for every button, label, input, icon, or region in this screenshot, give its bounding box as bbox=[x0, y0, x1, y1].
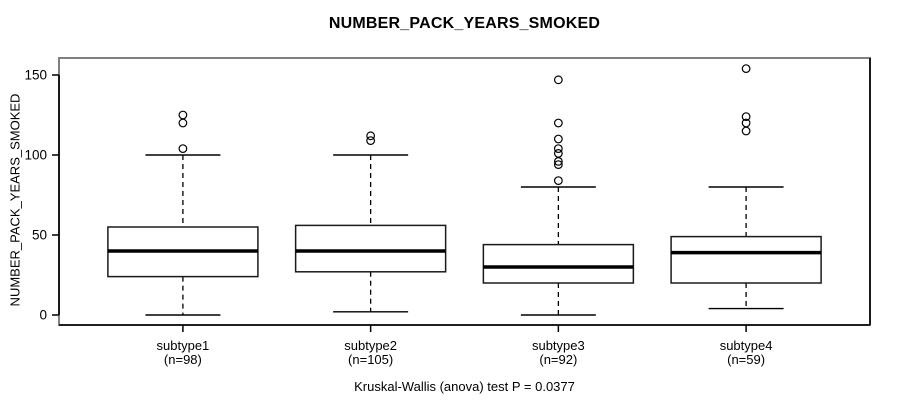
iqr-box bbox=[294, 224, 447, 273]
outlier-point bbox=[553, 118, 563, 128]
outlier-point bbox=[178, 110, 188, 120]
outlier-point bbox=[366, 131, 376, 141]
group-n-label: (n=105) bbox=[348, 352, 393, 367]
y-tick-label: 100 bbox=[24, 148, 47, 163]
iqr-box bbox=[670, 235, 822, 284]
y-tick-label: 50 bbox=[32, 228, 47, 243]
iqr-box bbox=[482, 243, 635, 284]
outlier-point bbox=[553, 176, 563, 186]
group-label: subtype2 bbox=[344, 338, 397, 353]
group-label: subtype3 bbox=[532, 338, 585, 353]
group-label: subtype1 bbox=[157, 338, 210, 353]
group-n-label: (n=92) bbox=[539, 352, 577, 367]
outlier-point bbox=[553, 160, 563, 170]
outlier-point bbox=[553, 75, 563, 85]
outlier-point bbox=[741, 64, 751, 73]
y-tick-label: 0 bbox=[39, 308, 47, 323]
outlier-point bbox=[741, 118, 751, 128]
group-n-label: (n=98) bbox=[164, 352, 202, 367]
plot-border bbox=[58, 57, 871, 326]
outlier-point bbox=[366, 136, 376, 146]
outlier-point bbox=[178, 144, 188, 154]
outlier-point bbox=[178, 118, 188, 128]
outlier-point bbox=[553, 144, 563, 154]
group-label: subtype4 bbox=[720, 338, 773, 353]
outlier-point bbox=[741, 112, 751, 121]
outlier-point bbox=[741, 126, 751, 136]
stats-caption: Kruskal-Wallis (anova) test P = 0.0377 bbox=[354, 379, 575, 394]
group-n-label: (n=59) bbox=[727, 352, 765, 367]
y-tick-label: 150 bbox=[24, 68, 47, 83]
outlier-point bbox=[553, 134, 563, 144]
outlier-point bbox=[553, 148, 563, 158]
chart-title: NUMBER_PACK_YEARS_SMOKED bbox=[328, 15, 601, 32]
